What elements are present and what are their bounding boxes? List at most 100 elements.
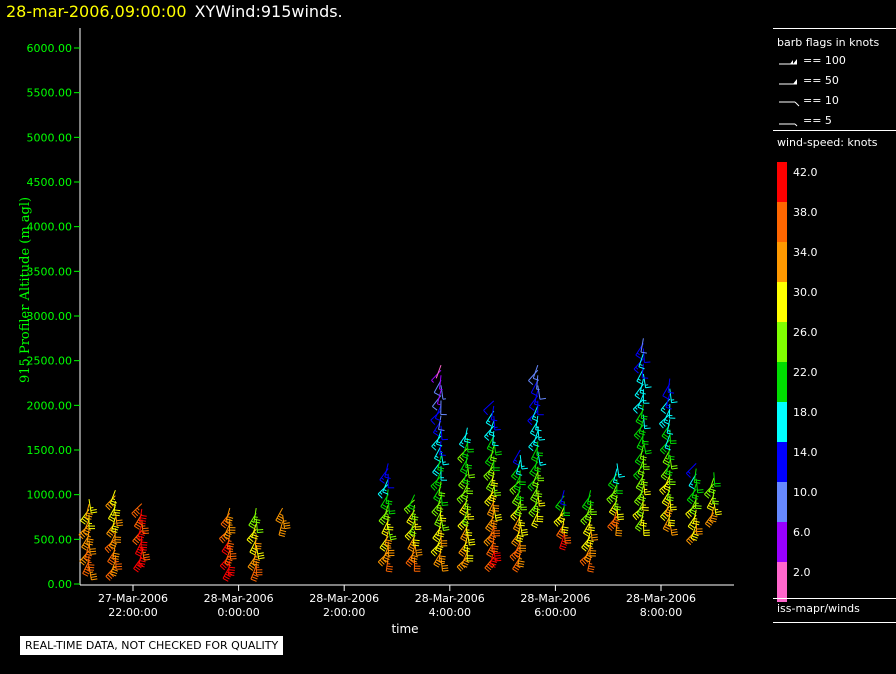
wind-barb-staff — [255, 518, 258, 533]
wind-barb-feather — [458, 484, 464, 490]
wind-barb-feather — [495, 451, 502, 454]
wind-barb-feather — [557, 532, 564, 538]
wind-barb-feather — [688, 485, 695, 490]
wind-barb-feather — [433, 392, 440, 396]
wind-barb-staff — [611, 510, 618, 525]
wind-barb-feather — [490, 456, 497, 460]
wind-barb-staff — [669, 429, 672, 444]
wind-barb-feather — [434, 561, 441, 566]
wind-barb-staff — [708, 477, 715, 492]
wind-barb-staff — [85, 504, 90, 518]
wind-barb-feather — [143, 553, 150, 556]
wind-barb-feather — [116, 522, 123, 524]
wind-barb-feather — [443, 529, 450, 532]
wind-barb-feather — [411, 518, 418, 521]
wind-barb-half-feather — [90, 571, 94, 573]
wind-barb-staff — [531, 512, 539, 526]
wind-barb-feather — [511, 487, 517, 494]
wind-barb-feather — [640, 458, 647, 461]
wind-barb-staff — [105, 495, 116, 507]
wind-barb-feather — [539, 397, 546, 400]
wind-barb-half-feather — [383, 528, 388, 531]
wind-barb-feather — [532, 484, 539, 488]
wind-barb-staff — [693, 468, 697, 483]
wind-barb-feather — [140, 514, 147, 517]
wind-barb-feather — [579, 560, 585, 567]
wind-barb-half-feather — [639, 508, 643, 511]
wind-barb-feather — [533, 444, 540, 447]
wind-barb-feather — [253, 521, 261, 524]
wind-barb-feather — [663, 500, 669, 505]
x-tick-label-time: 22:00:00 — [108, 606, 157, 619]
wind-barb-feather — [581, 546, 587, 552]
wind-barb-staff — [387, 499, 390, 514]
wind-barb-feather — [690, 509, 697, 513]
wind-barb-half-feather — [640, 493, 644, 496]
wind-barb-staff — [642, 439, 647, 454]
wind-barb-feather — [671, 533, 678, 536]
wind-barb-feather — [712, 503, 719, 505]
wind-barb-feather — [139, 522, 146, 525]
wind-barb-feather — [406, 521, 413, 526]
wind-barb-staff — [640, 338, 644, 353]
wind-barb-feather — [491, 560, 498, 563]
wind-barb-feather — [461, 468, 468, 473]
wind-barb-feather — [107, 503, 113, 509]
wind-barb-feather — [89, 550, 97, 553]
wind-barb-feather — [460, 470, 466, 475]
wind-profile — [483, 400, 503, 573]
wind-barb-feather — [390, 535, 397, 538]
wind-barb-feather — [582, 544, 589, 550]
wind-barb-feather — [112, 557, 119, 560]
wind-barb-feather — [486, 448, 493, 452]
wind-barb-half-feather — [613, 492, 617, 495]
wind-barb-feather — [580, 520, 586, 526]
wind-barb-feather — [532, 418, 539, 422]
wind-barb-staff — [431, 369, 442, 381]
wind-barb-feather — [458, 497, 464, 503]
wind-barb-feather — [284, 524, 291, 527]
wind-barb-feather — [491, 550, 498, 553]
wind-barb-feather — [106, 546, 112, 552]
wind-barb-feather — [433, 469, 440, 475]
wind-barb-staff — [88, 540, 91, 555]
wind-barb-feather — [639, 430, 646, 433]
wind-barb-half-feather — [710, 486, 714, 488]
wind-barb-feather — [108, 518, 114, 523]
wind-barb-feather — [434, 495, 441, 500]
wind-barb-feather — [462, 523, 469, 527]
wind-barb-staff — [642, 414, 646, 429]
wind-barb-feather — [464, 479, 471, 483]
wind-barb-staff — [385, 489, 389, 504]
wind-profile — [509, 449, 529, 573]
wind-barb-feather — [485, 474, 491, 480]
wind-barb-feather — [113, 552, 120, 555]
y-tick-label: 2000.00 — [27, 399, 73, 412]
wind-barb-feather — [641, 415, 648, 418]
wind-barb-staff — [250, 565, 257, 580]
legend-divider — [773, 130, 896, 131]
wind-barb-feather — [142, 527, 149, 530]
wind-barb-feather — [531, 458, 538, 463]
y-tick-label: 3500.00 — [27, 265, 73, 278]
y-tick-label: 5000.00 — [27, 131, 73, 144]
wind-barb-feather — [458, 552, 464, 557]
wind-barb-feather — [488, 511, 495, 516]
wind-barb-feather — [663, 487, 670, 492]
wind-barb-staff — [386, 515, 389, 530]
wind-barb-feather — [491, 482, 499, 485]
wind-barb-feather — [642, 377, 649, 379]
wind-barb-feather — [132, 540, 138, 546]
wind-barb-feather — [384, 544, 392, 547]
wind-barb-feather — [487, 485, 494, 490]
wind-barb-feather — [463, 549, 470, 553]
wind-barb-half-feather — [380, 477, 384, 480]
wind-barb-feather — [438, 532, 445, 535]
wind-barb-feather — [614, 508, 621, 511]
wind-barb-feather — [515, 523, 522, 528]
wind-barb-staff — [430, 410, 442, 421]
wind-barb-feather — [709, 490, 716, 494]
wind-barb-feather — [486, 553, 492, 558]
barb-legend-label: == 5 — [803, 114, 832, 127]
wind-barb-feather — [406, 533, 412, 539]
